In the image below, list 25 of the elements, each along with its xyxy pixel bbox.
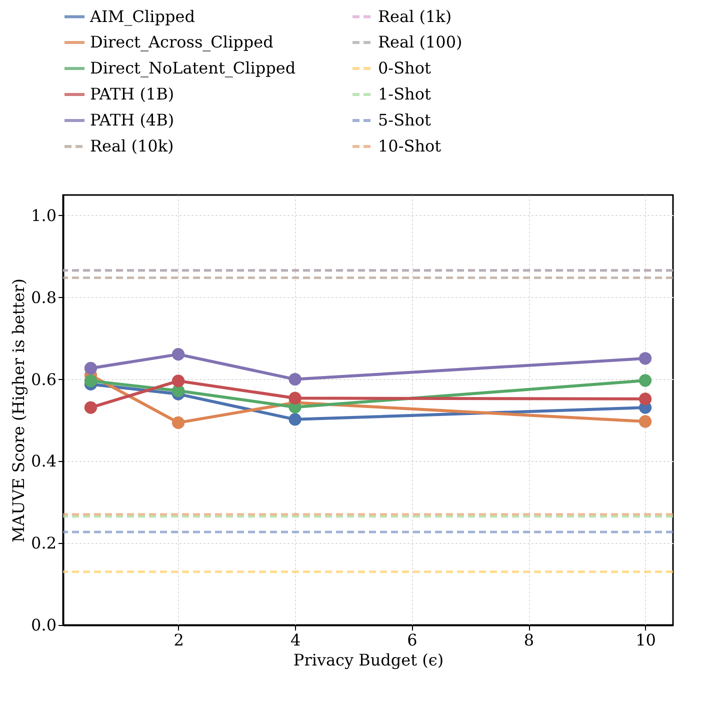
y-tick-label: 1.0 — [31, 206, 56, 225]
x-tick-label: 2 — [174, 630, 184, 650]
x-tick-label: 10 — [636, 630, 656, 650]
legend-label: 1-Shot — [378, 84, 432, 104]
y-tick-label: 0.8 — [31, 288, 56, 307]
legend-label: AIM_Clipped — [89, 6, 195, 26]
legend-label: Direct_Across_Clipped — [90, 32, 274, 52]
y-tick-label: 0.0 — [31, 616, 56, 634]
legend-label: 5-Shot — [378, 110, 432, 130]
legend-label: Real (100) — [378, 32, 462, 52]
legend-label: PATH (4B) — [90, 110, 174, 130]
x-tick-label: 6 — [407, 630, 418, 650]
legend-label: Real (1k) — [378, 6, 452, 26]
x-axis-title: Privacy Budget (ϵ) — [293, 650, 444, 670]
legend-label: 0-Shot — [378, 58, 432, 78]
legend-label: PATH (1B) — [90, 84, 174, 104]
y-tick-label: 0.2 — [31, 534, 56, 553]
legend-label: Direct_NoLatent_Clipped — [90, 58, 296, 78]
x-tick-label: 4 — [290, 630, 301, 650]
y-tick-label: 0.4 — [31, 452, 56, 471]
x-tick-label: 8 — [524, 630, 534, 650]
y-axis-title: MAUVE Score (Higher is better) — [9, 278, 28, 542]
legend-label: Real (10k) — [90, 136, 174, 156]
legend-label: 10-Shot — [378, 136, 442, 156]
y-tick-label: 0.6 — [31, 370, 56, 389]
